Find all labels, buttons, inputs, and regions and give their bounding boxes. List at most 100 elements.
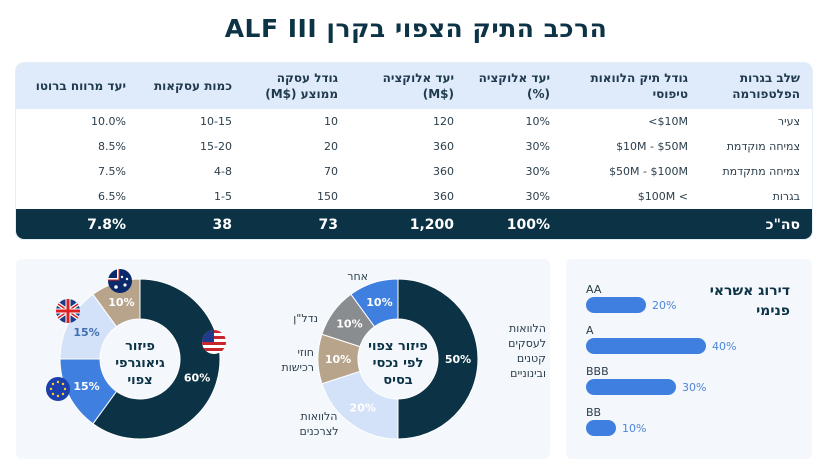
table-cell: 120 bbox=[433, 115, 454, 128]
asset-segment bbox=[397, 278, 479, 440]
table-cell: 4-8 bbox=[214, 165, 232, 178]
asset-label-line: לפי נכסי bbox=[372, 356, 424, 371]
table-cell: 7.5% bbox=[98, 165, 126, 178]
credit-rating-panel: דירוג אשראי פנימי AA 20% A 40% BBB 30% BB 10% bbox=[566, 259, 812, 459]
asset-label-line: בסיס bbox=[383, 373, 413, 388]
asset-label-line: פיזור צפוי bbox=[368, 339, 428, 354]
table-cell: 360 bbox=[433, 165, 454, 178]
table-cell: <$10M bbox=[648, 115, 688, 128]
table-cell: $100M < bbox=[637, 190, 688, 203]
total-cell: 7.8% bbox=[16, 209, 138, 239]
asset-pct-label: 50% bbox=[445, 353, 471, 366]
table-cell: 10 bbox=[324, 115, 338, 128]
table-cell: 30% bbox=[525, 190, 550, 203]
total-label: סה"כ bbox=[700, 209, 812, 239]
table-cell: 10-15 bbox=[200, 115, 232, 128]
table-cell: צמיחה מוקדמת bbox=[726, 140, 800, 153]
table-cell: צעיר bbox=[777, 115, 800, 128]
uk-flag-icon bbox=[56, 299, 80, 323]
table-total-row: סה"כ 100% 1,200 73 38 7.8% bbox=[16, 209, 812, 239]
rating-pct-label: 40% bbox=[712, 339, 737, 353]
portfolio-table: שלב בגרות הפלטפורמה גודל תיק הלוואות טיפ… bbox=[16, 63, 812, 239]
table-cell: 6.5% bbox=[98, 190, 126, 203]
header-gross-margin: יעד מרווח ברוטו bbox=[16, 63, 138, 109]
table-cell: 20 bbox=[324, 140, 338, 153]
rating-bar-row: BB 10% bbox=[586, 406, 646, 436]
table-row: בגרות $100M < 30% 360 150 1-5 6.5% bbox=[16, 184, 812, 209]
asset-center-label: פיזור צפוי לפי נכסי בסיס bbox=[355, 338, 441, 389]
geo-center-label: פיזור גיאוגרפי צפוי bbox=[100, 338, 180, 389]
rating-bar bbox=[586, 379, 676, 395]
geo-label-line: צפוי bbox=[127, 373, 153, 388]
table-row: צמיחה מתקדמת $50M - $100M 30% 360 70 4-8… bbox=[16, 159, 812, 184]
asset-legend-sme: הלוואות לעסקים קטנים ובינוניים bbox=[508, 322, 546, 380]
header-portfolio-size: גודל תיק הלוואות טיפוסי bbox=[562, 63, 700, 109]
table-cell: 150 bbox=[317, 190, 338, 203]
table-cell: $50M - $100M bbox=[609, 165, 688, 178]
rating-pct-label: 30% bbox=[682, 380, 707, 394]
table-cell: בגרות bbox=[772, 190, 800, 203]
table-row: צמיחה מוקדמת $10M - $50M 30% 360 20 15-2… bbox=[16, 134, 812, 159]
table-cell: 360 bbox=[433, 140, 454, 153]
asset-donut-chart: 50% 20% 10% 10% 10% bbox=[317, 278, 479, 440]
asset-pct-label: 10% bbox=[336, 318, 362, 331]
asset-pct-label: 10% bbox=[325, 353, 351, 366]
rating-bar bbox=[586, 420, 616, 436]
geo-pct-label: 15% bbox=[73, 380, 99, 393]
header-avg-deal: גודל עסקה ממוצע ($M) bbox=[244, 63, 350, 109]
asset-legend-consumer: הלוואות לצרכנים bbox=[299, 410, 339, 438]
rating-bar-row: AA 20% bbox=[586, 283, 676, 313]
rating-bar-row: BBB 30% bbox=[586, 365, 706, 395]
rating-grade-label: BB bbox=[586, 406, 602, 419]
total-cell: 73 bbox=[244, 209, 350, 239]
table-cell: 1-5 bbox=[214, 190, 232, 203]
total-cell: 100% bbox=[466, 209, 562, 239]
header-allocation-usd: יעד אלוקציה ($M) bbox=[350, 63, 466, 109]
header-allocation-pct: יעד אלוקציה (%) bbox=[466, 63, 562, 109]
geo-label-line: גיאוגרפי bbox=[115, 356, 165, 371]
geo-segment bbox=[92, 278, 141, 328]
page-title: ALF III הרכב התיק הצפוי בקרן bbox=[224, 14, 608, 43]
total-cell bbox=[562, 209, 700, 239]
rating-grade-label: AA bbox=[586, 283, 602, 296]
rating-grade-label: BBB bbox=[586, 365, 609, 378]
table-cell: $10M - $50M bbox=[616, 140, 688, 153]
rating-bar-row: A 40% bbox=[586, 324, 736, 354]
asset-segment bbox=[350, 278, 399, 328]
total-cell: 38 bbox=[138, 209, 244, 239]
table-cell: צמיחה מתקדמת bbox=[722, 165, 800, 178]
au-flag-icon bbox=[108, 269, 132, 293]
us-flag-icon bbox=[202, 330, 226, 354]
table-row: צעיר <$10M 10% 120 10 10-15 10.0% bbox=[16, 109, 812, 134]
rating-bar-line: 30% bbox=[586, 379, 706, 395]
rating-grade-label: A bbox=[586, 324, 594, 337]
rating-title: דירוג אשראי פנימי bbox=[709, 283, 790, 319]
table-cell: 70 bbox=[324, 165, 338, 178]
header-stage: שלב בגרות הפלטפורמה bbox=[700, 63, 812, 109]
distribution-panel: 60% 15% 15% 10% bbox=[16, 259, 550, 459]
rating-bar bbox=[586, 297, 646, 313]
eu-flag-icon bbox=[46, 377, 70, 401]
table-cell: 15-20 bbox=[200, 140, 232, 153]
table-header-row: שלב בגרות הפלטפורמה גודל תיק הלוואות טיפ… bbox=[16, 63, 812, 109]
rating-bar bbox=[586, 338, 706, 354]
rating-pct-label: 20% bbox=[652, 298, 677, 312]
asset-legend-realestate: נדל"ן bbox=[293, 312, 318, 325]
geo-segment bbox=[92, 278, 221, 440]
table-cell: 30% bbox=[525, 140, 550, 153]
rating-bar-line: 20% bbox=[586, 297, 676, 313]
rating-bar-line: 40% bbox=[586, 338, 736, 354]
asset-legend-purchase: חוזי רכישות bbox=[281, 346, 314, 374]
asset-legend-other: אחר bbox=[347, 270, 368, 283]
asset-pct-label: 20% bbox=[350, 402, 376, 415]
table-cell: 10.0% bbox=[91, 115, 126, 128]
geo-pct-label: 10% bbox=[108, 296, 134, 309]
asset-pct-label: 10% bbox=[366, 296, 392, 309]
table-cell: 360 bbox=[433, 190, 454, 203]
table-cell: 10% bbox=[525, 115, 550, 128]
rating-pct-label: 10% bbox=[622, 421, 647, 435]
geo-pct-label: 60% bbox=[184, 372, 210, 385]
geo-pct-label: 15% bbox=[73, 326, 99, 339]
table-cell: 8.5% bbox=[98, 140, 126, 153]
total-cell: 1,200 bbox=[350, 209, 466, 239]
